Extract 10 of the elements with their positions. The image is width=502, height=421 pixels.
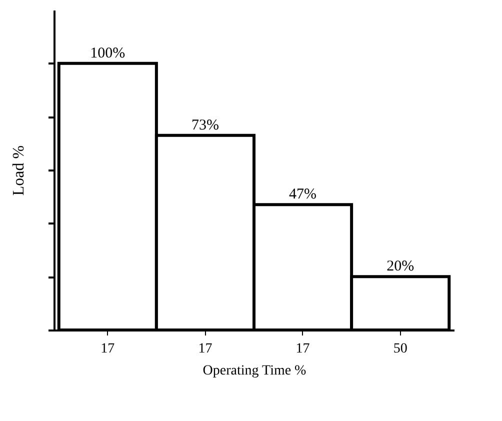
data-label: 47% — [289, 186, 317, 203]
x-tick-label: 17 — [198, 342, 212, 356]
x-tick-label: 17 — [296, 342, 310, 356]
data-label: 20% — [386, 258, 414, 275]
y-axis-title: Load % — [10, 145, 28, 196]
x-tick-label: 50 — [393, 342, 408, 356]
x-axis-title: Operating Time % — [202, 364, 307, 378]
x-tick-label: 17 — [100, 342, 115, 356]
data-label: 100% — [90, 45, 126, 62]
data-label: 73% — [191, 117, 219, 134]
